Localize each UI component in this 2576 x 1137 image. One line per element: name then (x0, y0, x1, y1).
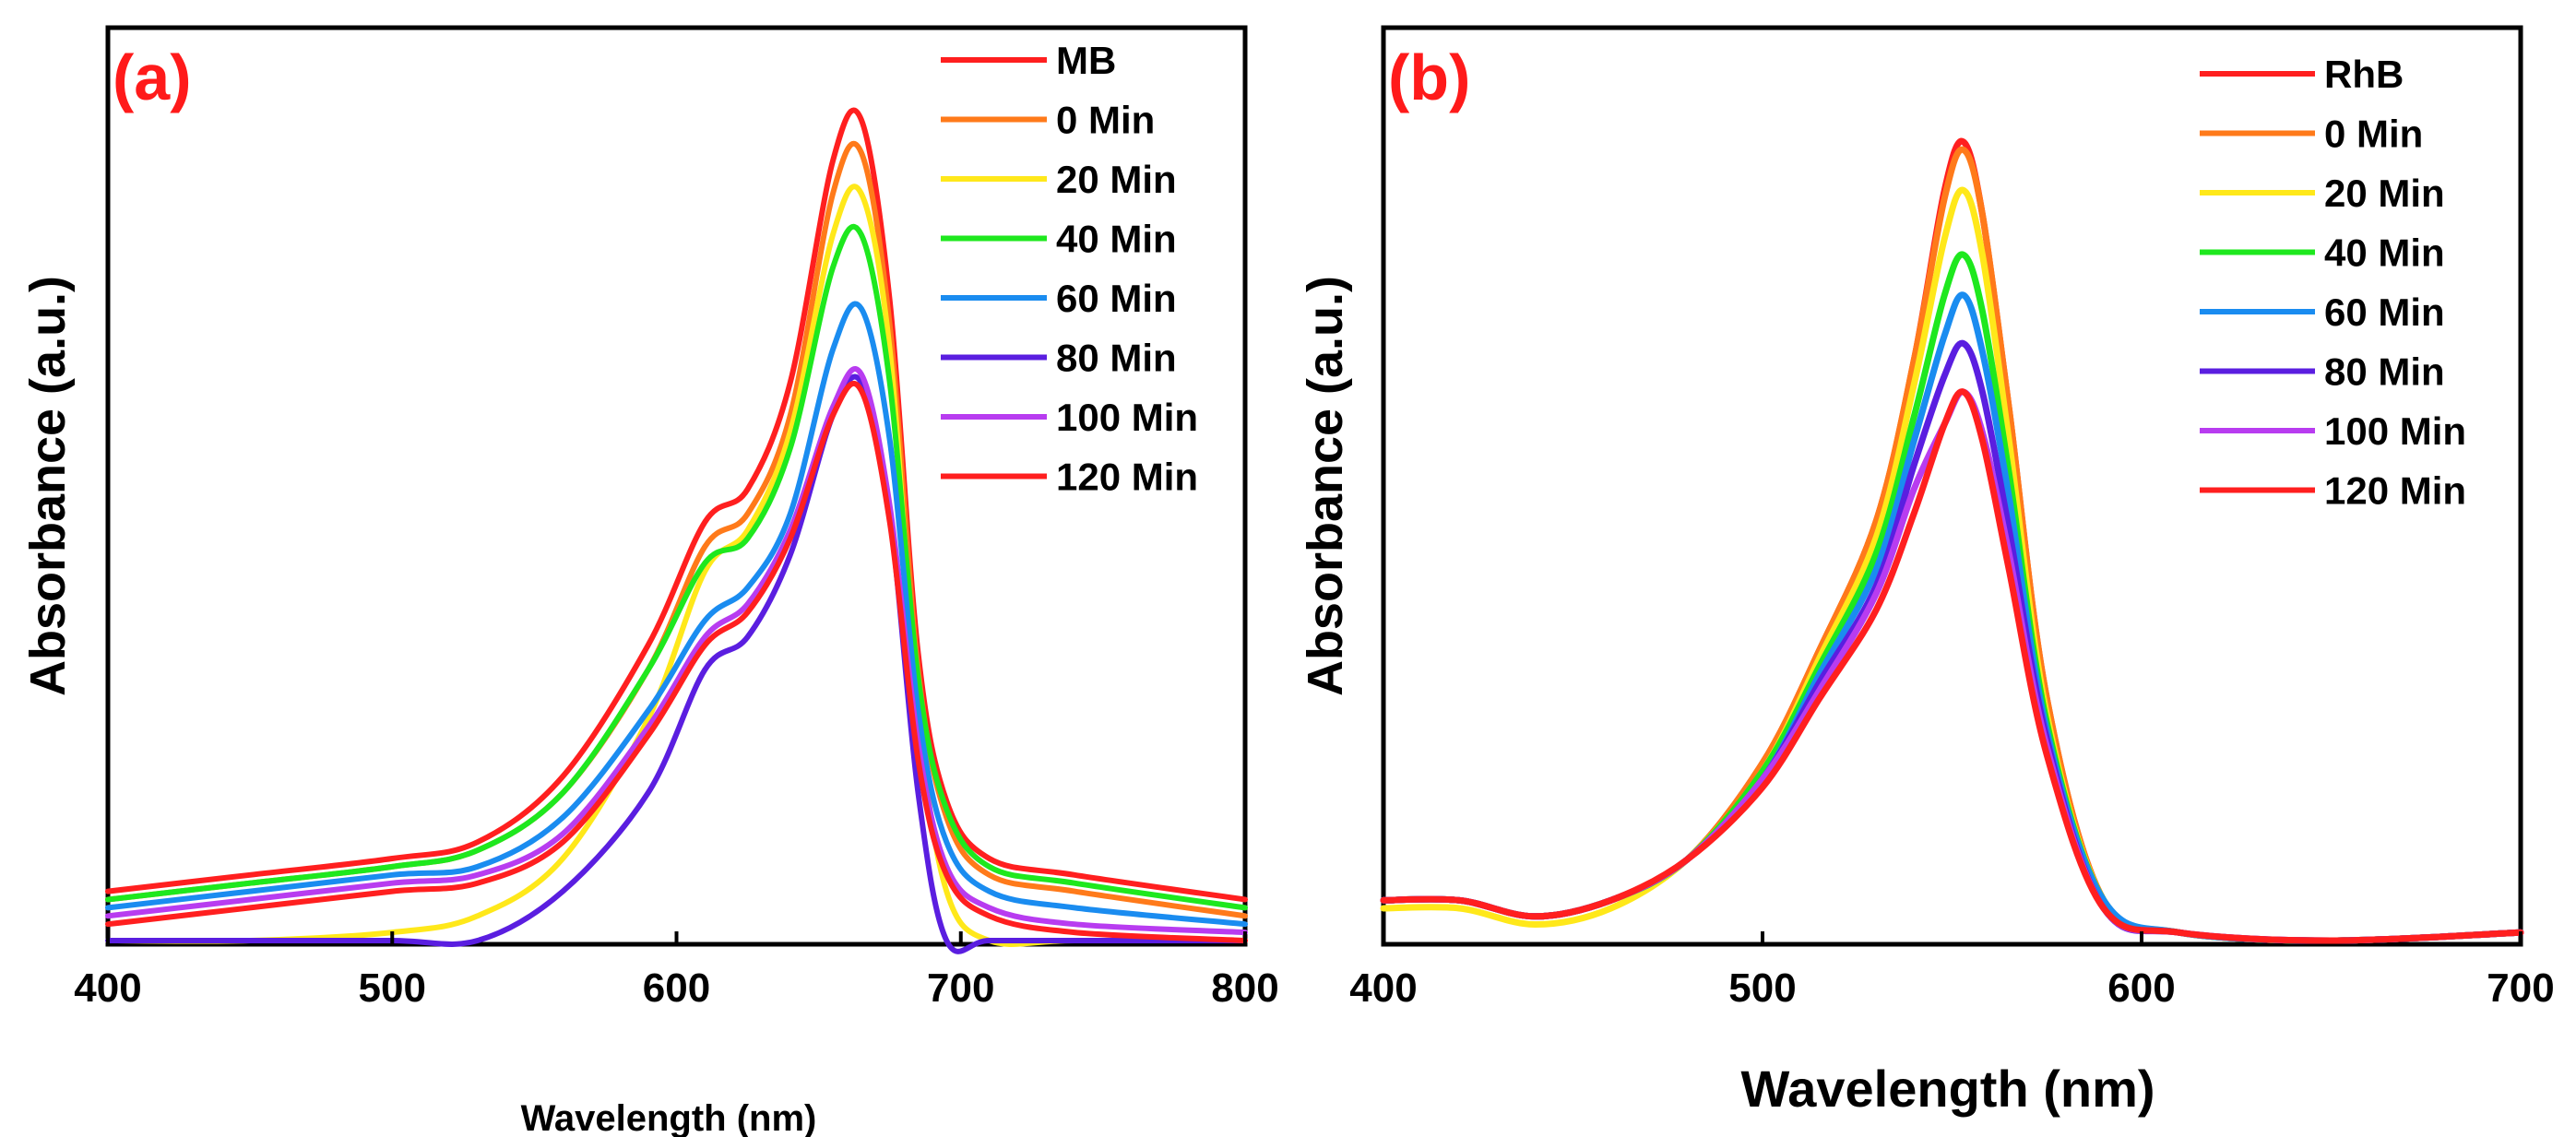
legend-b: RhB 0 Min 20 Min 40 Min 60 Min 80 Min 100 Min 1… (2200, 53, 2466, 513)
series-line-b-7 (1380, 388, 2524, 944)
xticks-b: 400 500 600 700 (1349, 931, 2555, 1011)
legend-label-b-4: 60 Min (2324, 290, 2445, 334)
legend-label-a-2: 20 Min (1056, 158, 1177, 201)
x-axis-title-a: Wavelength (nm) (521, 1098, 817, 1137)
xtick-label-a-2: 600 (643, 965, 710, 1011)
legend-label-a-6: 100 Min (1056, 396, 1198, 439)
panel-a: 400 500 600 700 800 (a) MB 0 Min 20 Min 40 Min 6… (20, 25, 1279, 1137)
panel-label-a: (a) (113, 41, 192, 113)
series-group-b (1380, 137, 2524, 944)
legend-label-a-7: 120 Min (1056, 456, 1198, 499)
legend-label-b-2: 20 Min (2324, 172, 2445, 215)
xtick-label-b-2: 600 (2107, 965, 2175, 1011)
series-line-a-0 (105, 107, 1248, 903)
series-line-a-3 (105, 223, 1248, 911)
legend-label-a-5: 80 Min (1056, 337, 1177, 380)
legend-label-b-0: RhB (2324, 53, 2404, 96)
legend-label-b-6: 100 Min (2324, 409, 2466, 453)
panel-b: 400 500 600 700 (b) RhB 0 Min 20 Min 40 Min 60 … (1298, 25, 2555, 1118)
xtick-label-b-1: 500 (1728, 965, 1796, 1011)
legend-a: MB 0 Min 20 Min 40 Min 60 Min 80 Min 100 Min 12… (941, 39, 1198, 499)
xticks-a: 400 500 600 700 800 (74, 931, 1279, 1011)
series-line-a-5 (105, 373, 1248, 954)
legend-label-a-3: 40 Min (1056, 218, 1177, 261)
legend-label-b-5: 80 Min (2324, 350, 2445, 394)
legend-label-b-3: 40 Min (2324, 231, 2445, 275)
plot-frame-b (1381, 25, 2523, 947)
series-line-a-4 (105, 301, 1248, 928)
legend-label-a-4: 60 Min (1056, 277, 1177, 320)
series-line-a-7 (105, 381, 1248, 943)
legend-label-a-1: 0 Min (1056, 99, 1155, 142)
legend-label-b-7: 120 Min (2324, 469, 2466, 513)
series-line-a-2 (105, 184, 1248, 947)
xtick-label-a-0: 400 (74, 965, 141, 1011)
legend-label-b-1: 0 Min (2324, 113, 2423, 156)
panel-label-b: (b) (1388, 41, 1470, 113)
xtick-label-a-4: 800 (1211, 965, 1278, 1011)
xtick-label-a-1: 500 (359, 965, 426, 1011)
y-axis-title-b: Absorbance (a.u.) (1298, 276, 1353, 696)
x-axis-title-b: Wavelength (nm) (1740, 1060, 2155, 1118)
series-group-a (105, 107, 1248, 954)
xtick-label-b-3: 700 (2487, 965, 2554, 1011)
xtick-label-a-3: 700 (927, 965, 994, 1011)
y-axis-title-a: Absorbance (a.u.) (20, 276, 76, 696)
legend-label-a-0: MB (1056, 39, 1116, 82)
xtick-label-b-0: 400 (1349, 965, 1417, 1011)
